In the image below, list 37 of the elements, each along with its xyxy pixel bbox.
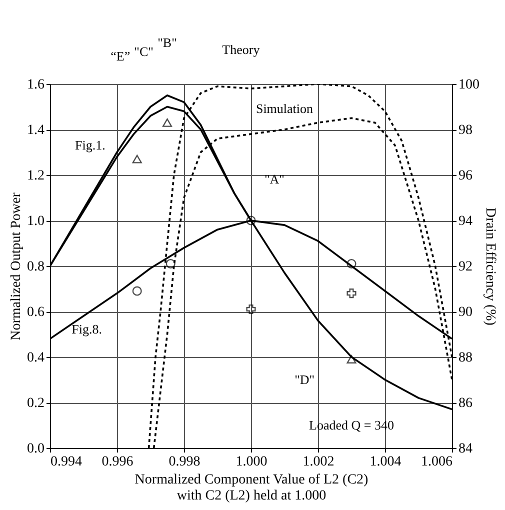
annotation: "A" (264, 172, 284, 187)
annotation: Fig.1. (75, 137, 106, 152)
x-tick-label: 1.004 (370, 454, 402, 470)
x-tick-label: 1.006 (421, 454, 452, 470)
annotation: Simulation (256, 101, 314, 116)
text: "C" (134, 44, 154, 60)
y2-tick-label: 94 (458, 214, 472, 229)
x-tick-label: 0.994 (50, 454, 82, 470)
y-tick-label: 1.2 (27, 168, 44, 184)
x-tick-label: 1.000 (236, 454, 268, 470)
y2-axis-title: Drain Efficiency (%) (482, 208, 498, 326)
text: Theory (222, 42, 260, 57)
annotation: "D" (294, 372, 315, 387)
y2-tick-label: 98 (458, 123, 472, 138)
y-tick-label: 0.8 (27, 260, 44, 274)
y-tick-label: 1.0 (27, 214, 44, 229)
text: "B" (158, 35, 177, 50)
y-tick-label: 0.6 (27, 305, 44, 320)
y-tick-label: 0.4 (27, 350, 44, 366)
y2-tick-label: 84 (458, 442, 472, 456)
y2-tick-label: 96 (458, 168, 472, 184)
y2-tick-label: 90 (458, 305, 472, 320)
y-tick-label: 1.4 (27, 123, 44, 138)
annotation: Fig.8. (72, 322, 102, 337)
y-axis-title: Normalized Output Power (9, 192, 24, 340)
x-tick-label: 0.998 (168, 454, 200, 470)
y2-tick-label: 92 (458, 260, 472, 274)
text: “E” (110, 48, 130, 64)
y-tick-label: 0.0 (27, 442, 44, 456)
y2-tick-label: 88 (458, 350, 472, 366)
x-tick-label: 1.002 (302, 454, 334, 470)
y-tick-label: 1.6 (27, 78, 44, 92)
y2-tick-label: 100 (458, 78, 480, 92)
y2-tick-label: 86 (458, 396, 472, 411)
y-tick-label: 0.2 (27, 396, 44, 411)
x-tick-label: 0.996 (102, 454, 134, 470)
x-axis-title: Normalized Component Value of L2 (C2) with C2 (L2) held at 1.000 (134, 472, 369, 504)
